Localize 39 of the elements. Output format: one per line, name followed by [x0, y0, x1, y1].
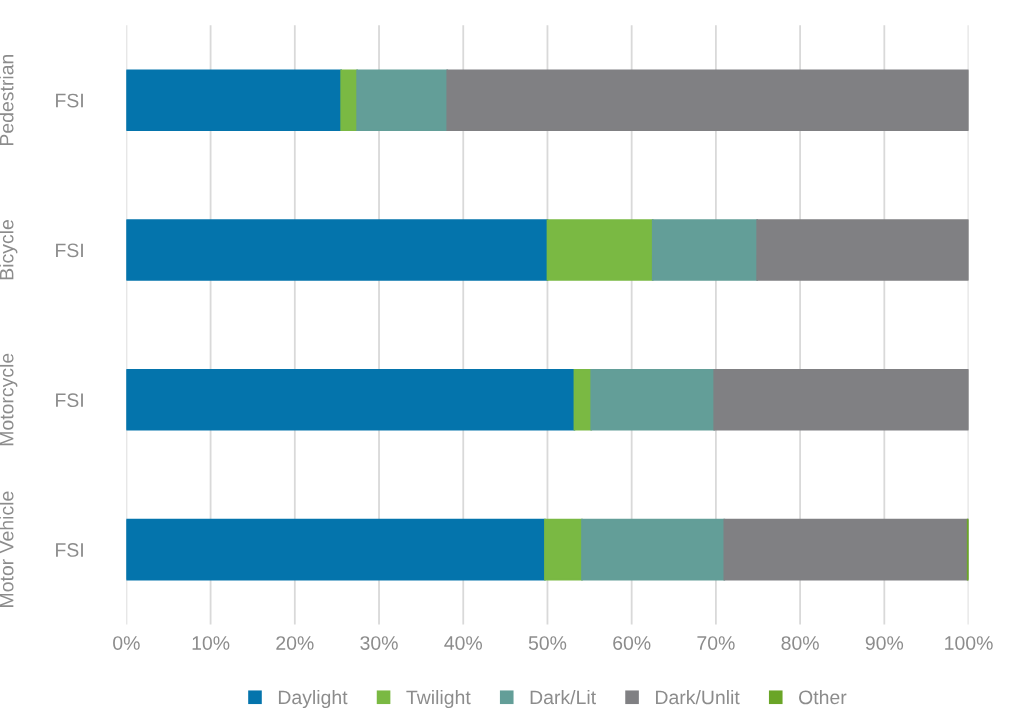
bar	[340, 69, 358, 131]
bar	[544, 518, 583, 581]
bar	[756, 219, 969, 281]
bar	[446, 69, 969, 131]
bar	[126, 69, 342, 131]
bar	[581, 518, 726, 581]
legend-label: Daylight	[278, 689, 348, 709]
y-tick-label: FSI	[56, 243, 83, 258]
y-tick-label: FSI	[56, 393, 83, 408]
text: Bicycle	[0, 220, 18, 280]
bar	[651, 219, 758, 281]
bar	[590, 369, 716, 431]
y-tick-label: FSI	[56, 93, 83, 108]
x-tick-label: 80%	[781, 636, 819, 650]
legend-label: Dark/Unlit	[656, 689, 740, 705]
bar	[126, 518, 546, 581]
legend-label: Other	[799, 689, 847, 705]
bar	[713, 369, 969, 431]
x-tick-label: 0%	[113, 636, 140, 650]
bar	[356, 69, 449, 131]
x-tick-label: 100%	[945, 636, 993, 650]
y-tick-label: FSI	[56, 543, 83, 557]
x-tick-label: 30%	[360, 636, 398, 650]
text: Pedestrian	[0, 54, 14, 146]
x-tick-label: 70%	[697, 636, 735, 650]
x-tick-label: 20%	[276, 636, 314, 650]
x-tick-label: 60%	[613, 636, 651, 650]
x-tick-label: 40%	[444, 636, 483, 650]
x-tick-label: 50%	[528, 636, 567, 650]
legend-label: Dark/Lit	[530, 689, 596, 705]
bar	[723, 518, 969, 581]
bar	[126, 369, 576, 431]
legend-label: Twilight	[406, 689, 471, 709]
bar	[546, 219, 654, 281]
text: Motor Vehicle	[0, 491, 14, 607]
x-tick-label: 90%	[865, 636, 904, 650]
text: Motorcycle	[0, 353, 18, 446]
x-tick-label: 10%	[192, 636, 230, 650]
bar	[126, 219, 549, 281]
